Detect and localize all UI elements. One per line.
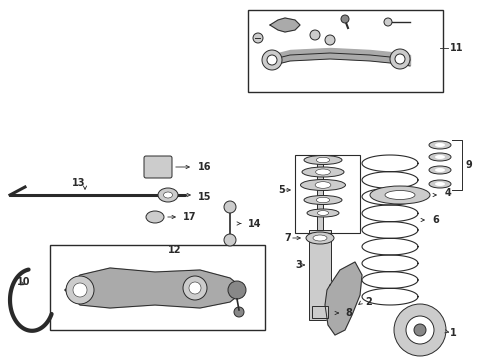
Circle shape <box>310 30 320 40</box>
Ellipse shape <box>435 143 445 147</box>
Circle shape <box>224 234 236 246</box>
Bar <box>248 10 443 92</box>
Text: 11: 11 <box>450 43 464 53</box>
Circle shape <box>384 18 392 26</box>
Ellipse shape <box>435 155 445 159</box>
Ellipse shape <box>429 153 451 161</box>
Circle shape <box>341 15 349 23</box>
Ellipse shape <box>435 182 445 186</box>
Ellipse shape <box>306 232 334 244</box>
Text: 6: 6 <box>432 215 439 225</box>
Bar <box>312 306 328 318</box>
Text: 16: 16 <box>198 162 212 172</box>
Bar <box>295 155 360 233</box>
Ellipse shape <box>315 182 331 188</box>
Polygon shape <box>325 262 362 335</box>
Circle shape <box>414 324 426 336</box>
Ellipse shape <box>158 188 178 202</box>
Ellipse shape <box>304 156 342 165</box>
Circle shape <box>406 316 434 344</box>
Text: 2: 2 <box>365 297 372 307</box>
Text: 7: 7 <box>284 233 291 243</box>
Text: 14: 14 <box>248 219 262 229</box>
Ellipse shape <box>164 192 172 198</box>
Text: 3: 3 <box>295 260 302 270</box>
Circle shape <box>189 282 201 294</box>
Ellipse shape <box>316 169 330 175</box>
Circle shape <box>66 276 94 304</box>
Circle shape <box>73 283 87 297</box>
Circle shape <box>234 307 244 317</box>
Text: 9: 9 <box>466 160 473 170</box>
Circle shape <box>183 276 207 300</box>
Bar <box>309 230 331 320</box>
Ellipse shape <box>429 180 451 188</box>
Text: 17: 17 <box>183 212 196 222</box>
Text: 15: 15 <box>198 192 212 202</box>
Ellipse shape <box>307 209 339 217</box>
Text: 10: 10 <box>17 277 30 287</box>
Text: 1: 1 <box>450 328 457 338</box>
Ellipse shape <box>370 186 430 204</box>
Ellipse shape <box>435 168 445 172</box>
Circle shape <box>394 304 446 356</box>
Circle shape <box>390 49 410 69</box>
Bar <box>317 155 323 230</box>
Text: 8: 8 <box>345 308 352 318</box>
Ellipse shape <box>317 197 330 203</box>
FancyBboxPatch shape <box>144 156 172 178</box>
Ellipse shape <box>300 180 345 190</box>
Circle shape <box>262 50 282 70</box>
Ellipse shape <box>385 190 415 199</box>
Circle shape <box>395 54 405 64</box>
Ellipse shape <box>313 235 327 241</box>
Circle shape <box>325 35 335 45</box>
Text: 13: 13 <box>72 178 85 188</box>
Ellipse shape <box>317 157 330 163</box>
Polygon shape <box>270 18 300 32</box>
Circle shape <box>253 33 263 43</box>
Ellipse shape <box>304 195 342 204</box>
Ellipse shape <box>146 211 164 223</box>
Ellipse shape <box>429 166 451 174</box>
Ellipse shape <box>318 211 329 215</box>
Text: 12: 12 <box>168 245 182 255</box>
Ellipse shape <box>429 141 451 149</box>
Text: 5: 5 <box>278 185 285 195</box>
Circle shape <box>228 281 246 299</box>
Text: 4: 4 <box>445 188 452 198</box>
Circle shape <box>224 201 236 213</box>
Circle shape <box>267 55 277 65</box>
Polygon shape <box>65 268 245 308</box>
Bar <box>50 245 265 330</box>
Ellipse shape <box>302 167 344 177</box>
